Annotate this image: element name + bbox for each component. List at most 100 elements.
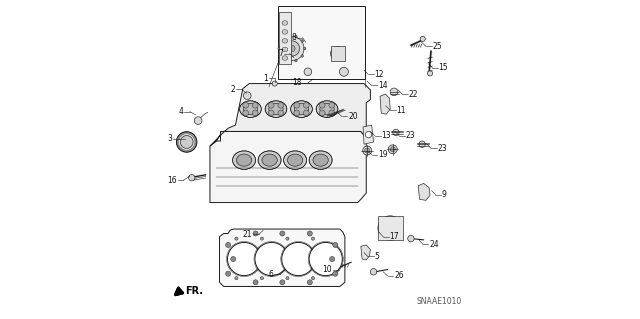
Circle shape xyxy=(260,237,264,240)
Circle shape xyxy=(280,280,285,285)
Polygon shape xyxy=(378,216,403,240)
Ellipse shape xyxy=(316,101,338,117)
Circle shape xyxy=(307,231,312,236)
Circle shape xyxy=(378,216,403,240)
Circle shape xyxy=(304,68,312,76)
Circle shape xyxy=(301,40,303,42)
Text: 4: 4 xyxy=(179,107,184,116)
Polygon shape xyxy=(380,94,390,114)
Circle shape xyxy=(189,174,195,181)
Text: SNAAE1010: SNAAE1010 xyxy=(417,297,462,306)
Circle shape xyxy=(280,231,285,236)
Circle shape xyxy=(272,81,277,86)
Text: 10: 10 xyxy=(323,265,332,274)
Ellipse shape xyxy=(294,103,308,115)
Circle shape xyxy=(329,110,335,116)
Text: 18: 18 xyxy=(292,78,301,87)
Text: 22: 22 xyxy=(409,90,418,99)
Circle shape xyxy=(243,110,248,116)
Circle shape xyxy=(301,55,303,57)
Ellipse shape xyxy=(232,151,255,169)
Circle shape xyxy=(195,117,202,124)
Text: 19: 19 xyxy=(378,150,388,159)
Circle shape xyxy=(371,269,377,275)
Ellipse shape xyxy=(282,56,288,60)
Circle shape xyxy=(230,256,236,262)
Circle shape xyxy=(282,242,315,276)
Polygon shape xyxy=(210,131,366,203)
Circle shape xyxy=(419,141,425,147)
Circle shape xyxy=(252,102,258,108)
Circle shape xyxy=(280,40,283,42)
Circle shape xyxy=(428,71,433,76)
Polygon shape xyxy=(330,46,345,61)
Circle shape xyxy=(307,280,312,285)
Ellipse shape xyxy=(282,47,288,52)
Text: 7: 7 xyxy=(278,49,284,58)
Circle shape xyxy=(253,280,258,285)
Circle shape xyxy=(333,271,338,276)
Circle shape xyxy=(330,47,344,61)
Circle shape xyxy=(286,237,289,240)
Circle shape xyxy=(330,256,335,262)
Polygon shape xyxy=(210,84,371,146)
Circle shape xyxy=(390,147,396,152)
Circle shape xyxy=(390,88,398,96)
Circle shape xyxy=(319,102,325,108)
Text: 6: 6 xyxy=(269,270,274,279)
Circle shape xyxy=(365,148,370,153)
Circle shape xyxy=(287,35,289,38)
Text: 21: 21 xyxy=(243,230,252,239)
Circle shape xyxy=(243,92,251,100)
Bar xyxy=(278,6,365,79)
Circle shape xyxy=(225,242,230,248)
Ellipse shape xyxy=(320,103,334,115)
Text: FR.: FR. xyxy=(185,286,203,296)
Text: 12: 12 xyxy=(374,70,384,78)
Polygon shape xyxy=(220,229,345,286)
Circle shape xyxy=(286,277,289,280)
Circle shape xyxy=(252,110,258,116)
Text: 25: 25 xyxy=(432,42,442,51)
Circle shape xyxy=(365,131,372,138)
Circle shape xyxy=(333,242,338,248)
Text: 23: 23 xyxy=(406,131,415,140)
Circle shape xyxy=(388,145,397,154)
Circle shape xyxy=(235,237,238,240)
Circle shape xyxy=(289,45,295,52)
Text: 17: 17 xyxy=(390,232,399,241)
Ellipse shape xyxy=(282,39,288,43)
Polygon shape xyxy=(363,125,374,144)
Text: 14: 14 xyxy=(378,81,388,90)
Circle shape xyxy=(329,102,335,108)
Circle shape xyxy=(284,41,300,56)
Circle shape xyxy=(225,271,230,276)
Text: 26: 26 xyxy=(394,271,404,280)
Ellipse shape xyxy=(239,101,261,117)
Circle shape xyxy=(227,242,260,276)
Circle shape xyxy=(294,35,297,38)
Circle shape xyxy=(280,36,304,61)
Circle shape xyxy=(303,102,309,108)
Circle shape xyxy=(312,277,315,280)
Circle shape xyxy=(294,110,300,116)
Ellipse shape xyxy=(265,101,287,117)
Text: 11: 11 xyxy=(397,106,406,115)
Ellipse shape xyxy=(269,103,283,115)
Circle shape xyxy=(303,47,306,50)
Ellipse shape xyxy=(287,154,303,166)
Circle shape xyxy=(333,50,341,57)
Ellipse shape xyxy=(258,151,281,169)
Ellipse shape xyxy=(243,103,258,115)
Text: 20: 20 xyxy=(348,112,358,121)
Ellipse shape xyxy=(309,151,332,169)
Polygon shape xyxy=(279,12,291,64)
Circle shape xyxy=(303,110,309,116)
Circle shape xyxy=(294,102,300,108)
Text: 5: 5 xyxy=(374,252,379,261)
Ellipse shape xyxy=(236,154,252,166)
Circle shape xyxy=(243,102,248,108)
Text: 8: 8 xyxy=(291,33,296,42)
Text: 13: 13 xyxy=(381,131,391,140)
Text: 16: 16 xyxy=(168,176,177,185)
